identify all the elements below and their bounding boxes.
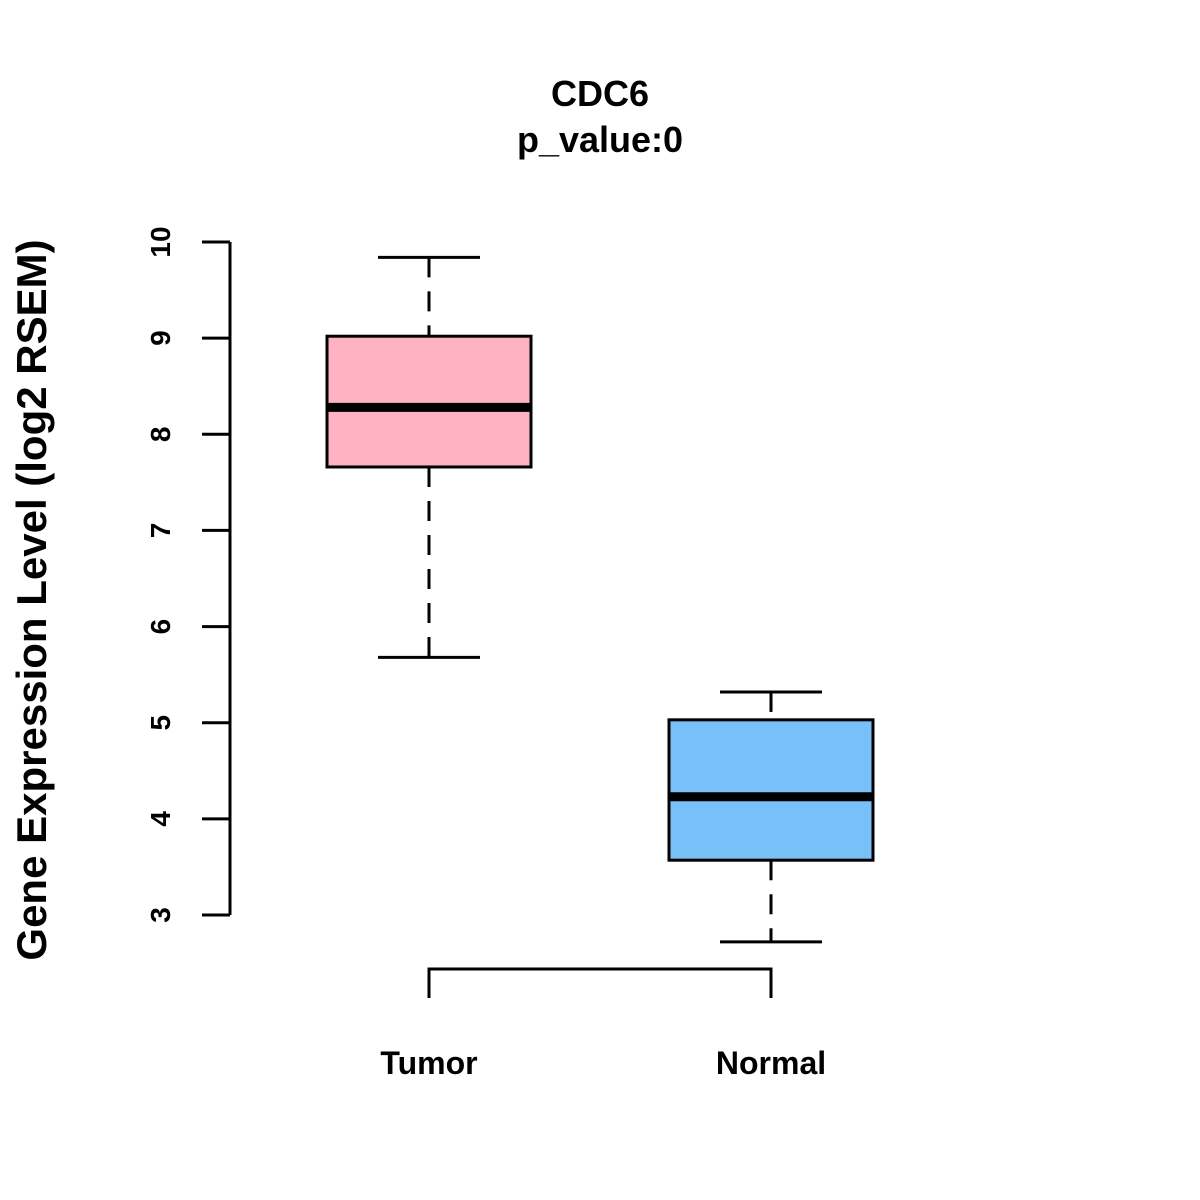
chart-subtitle: p_value:0 [517, 119, 683, 160]
y-tick-label: 4 [145, 811, 176, 827]
y-tick-label: 9 [145, 330, 176, 346]
y-tick-label: 10 [145, 226, 176, 257]
x-axis-labels: Tumor Normal [380, 1045, 826, 1081]
y-tick-label: 5 [145, 715, 176, 731]
iqr-box [667, 718, 875, 862]
bracket-line [427, 967, 773, 998]
box-normal [667, 690, 875, 944]
y-tick-label: 8 [145, 426, 176, 442]
comparison-bracket [427, 967, 773, 998]
y-axis: 3 4 5 6 7 8 9 10 [145, 226, 232, 923]
iqr-box [325, 334, 533, 469]
x-tick-label: Tumor [380, 1045, 477, 1081]
y-axis-label: Gene Expression Level (log2 RSEM) [8, 239, 55, 960]
x-tick-label: Normal [716, 1045, 826, 1081]
box-tumor [325, 255, 533, 659]
boxes [325, 255, 875, 944]
y-tick-label: 7 [145, 523, 176, 539]
chart-title: CDC6 [551, 73, 649, 114]
y-tick-label: 3 [145, 907, 176, 923]
y-tick-label: 6 [145, 619, 176, 635]
